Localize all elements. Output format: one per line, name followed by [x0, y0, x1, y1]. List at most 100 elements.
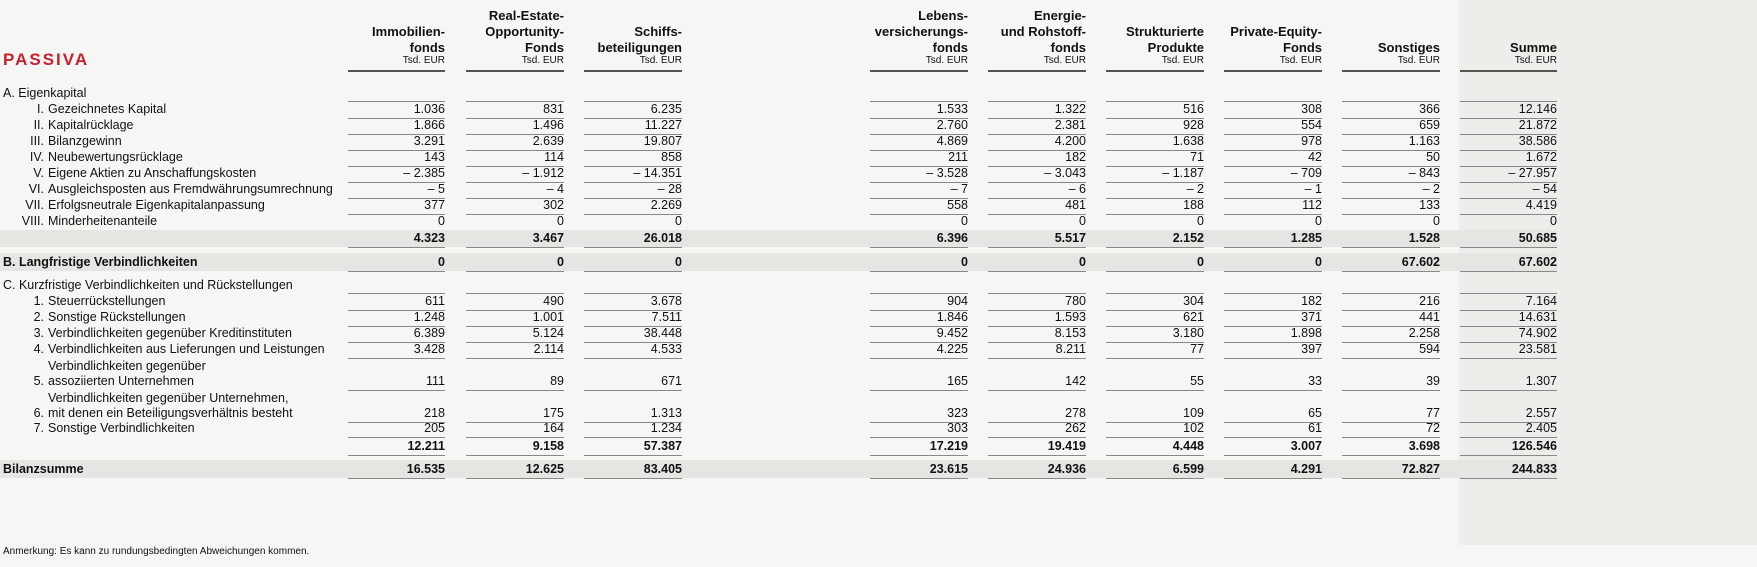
value-cell: 7.164	[1525, 294, 1557, 308]
value-cell: 77	[1426, 406, 1440, 420]
value-cell: 89	[550, 374, 564, 388]
value-cell: 558	[947, 198, 968, 212]
value-cell: 1.638	[1172, 134, 1204, 148]
row-label: Verbindlichkeiten gegenüber Unternehmen,…	[48, 391, 293, 420]
row-rule	[584, 455, 682, 456]
value-cell: 114	[544, 150, 564, 164]
value-cell: 0	[438, 214, 445, 228]
column-unit: Tsd. EUR	[1279, 55, 1322, 66]
value-cell: 659	[1419, 118, 1440, 132]
value-cell: 490	[543, 294, 564, 308]
row-rule	[466, 478, 564, 479]
value-cell: – 5	[427, 182, 445, 196]
column-unit: Tsd. EUR	[1514, 55, 1557, 66]
row-rule	[1224, 101, 1322, 102]
total-row: Bilanzsumme 16.535 12.625 83.405 23.615 24.93…	[0, 460, 1757, 478]
row-rule	[1342, 214, 1440, 215]
value-cell: 0	[1197, 255, 1204, 269]
value-cell: 0	[675, 255, 682, 269]
section-heading: C. Kurzfristige Verbindlichkeiten und Rü…	[3, 278, 293, 292]
header-rule	[348, 70, 445, 72]
row-rule	[1106, 271, 1204, 272]
row-rule	[1342, 101, 1440, 102]
value-cell: 481	[1065, 198, 1086, 212]
value-cell: 516	[1183, 102, 1204, 116]
value-cell: – 7	[950, 182, 968, 196]
table-row: V. Eigene Aktien zu Anschaffungskosten – 2…	[0, 166, 1757, 182]
table-row: 1. Steuerrückstellungen 611 490 3.678 904 780 3…	[0, 294, 1757, 310]
value-cell: 7.511	[651, 310, 682, 324]
value-cell: – 14.351	[633, 166, 682, 180]
row-rule	[466, 358, 564, 359]
value-cell: 67.602	[1518, 255, 1557, 269]
row-number: 5.	[33, 374, 44, 388]
row-rule	[1460, 198, 1557, 199]
row-rule	[1342, 455, 1440, 456]
row-shading	[0, 230, 1557, 247]
value-cell: 2.152	[1172, 231, 1204, 245]
row-rule	[870, 198, 968, 199]
row-rule	[1106, 118, 1204, 119]
row-rule	[1224, 342, 1322, 343]
value-cell: 0	[1079, 214, 1086, 228]
value-cell: 6.235	[650, 102, 682, 116]
table-row: I. Gezeichnetes Kapital 1.036 831 6.235 1.533…	[0, 102, 1757, 118]
value-cell: 858	[661, 150, 682, 164]
row-label: Sonstige Rückstellungen	[48, 310, 186, 324]
value-cell: 42	[1308, 150, 1322, 164]
value-cell: 304	[1183, 294, 1204, 308]
row-rule	[466, 150, 564, 151]
value-cell: 2.114	[533, 342, 564, 356]
row-rule	[1460, 150, 1557, 151]
row-rule	[870, 214, 968, 215]
row-rule	[466, 422, 564, 423]
value-cell: 371	[1301, 310, 1322, 324]
value-cell: 1.593	[1054, 310, 1086, 324]
value-cell: 133	[1419, 198, 1440, 212]
subtotal-row: 12.211 9.158 57.387 17.219 19.419 4.448 3.007 3…	[0, 437, 1757, 455]
value-cell: 188	[1183, 198, 1204, 212]
row-rule	[584, 150, 682, 151]
value-cell: 303	[947, 421, 968, 435]
value-cell: 4.225	[936, 342, 968, 356]
table-row: III. Bilanzgewinn 3.291 2.639 19.807 4.869 4.2…	[0, 134, 1757, 150]
value-cell: 1.248	[413, 310, 445, 324]
row-rule	[1224, 271, 1322, 272]
row-rule	[1342, 118, 1440, 119]
row-rule	[584, 358, 682, 359]
row-rule	[1224, 182, 1322, 183]
value-cell: 4.323	[413, 231, 445, 245]
value-cell: 621	[1183, 310, 1204, 324]
row-rule	[584, 437, 682, 438]
row-rule	[348, 342, 445, 343]
value-cell: 377	[424, 198, 445, 212]
table-row: 3. Verbindlichkeiten gegenüber Kreditinst…	[0, 326, 1757, 342]
row-number: 2.	[33, 310, 44, 324]
row-rule	[1224, 455, 1322, 456]
row-rule	[1460, 101, 1557, 102]
row-rule	[988, 101, 1086, 102]
row-rule	[1106, 198, 1204, 199]
value-cell: 143	[424, 150, 445, 164]
value-cell: 978	[1301, 134, 1322, 148]
row-rule	[988, 437, 1086, 438]
row-rule	[1460, 247, 1557, 248]
value-cell: 2.639	[532, 134, 564, 148]
column-header: Strukturierte Produkte	[1125, 24, 1204, 55]
row-rule	[870, 247, 968, 248]
value-cell: 216	[1419, 294, 1440, 308]
value-cell: 8.211	[1055, 342, 1086, 356]
table-row: IV. Neubewertungsrücklage 143 114 858 211 182 7…	[0, 150, 1757, 166]
value-cell: 19.419	[1047, 439, 1086, 453]
value-cell: 111	[425, 374, 445, 388]
row-rule	[584, 134, 682, 135]
header-rule	[1224, 70, 1322, 72]
row-number: I.	[37, 102, 44, 116]
row-rule	[1460, 455, 1557, 456]
row-rule	[1342, 293, 1440, 294]
row-rule	[1342, 422, 1440, 423]
row-rule	[870, 101, 968, 102]
value-cell: 6.396	[936, 231, 968, 245]
value-cell: 0	[557, 255, 564, 269]
column-header: Immobilien- fonds	[372, 24, 445, 55]
